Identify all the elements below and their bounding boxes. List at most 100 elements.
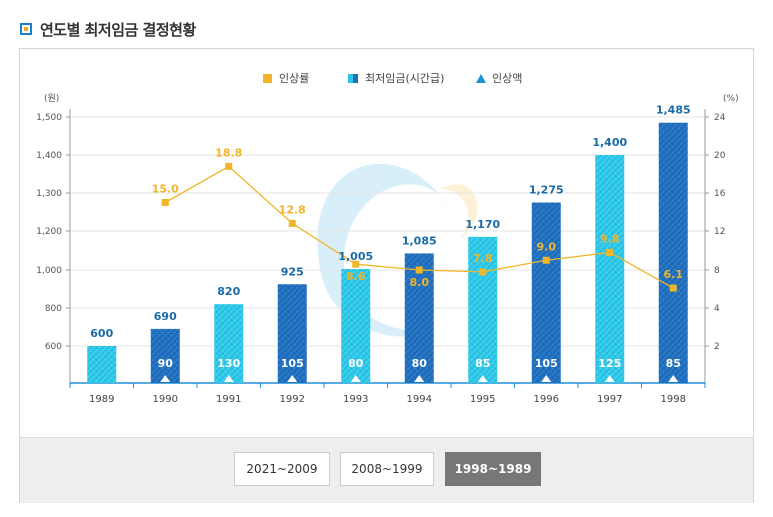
wage-value-label: 600 <box>90 327 113 340</box>
wage-bar <box>277 284 307 383</box>
right-tick-label: 16 <box>714 189 726 199</box>
rate-point <box>606 248 614 256</box>
right-tick-label: 2 <box>714 342 720 352</box>
rate-value-label: 6.1 <box>664 268 684 281</box>
x-tick-label: 1997 <box>597 394 622 405</box>
amount-value-label: 85 <box>666 357 681 370</box>
left-tick-label: 1,500 <box>36 113 62 123</box>
legend-wage-swatch-light <box>348 74 353 83</box>
right-tick-label: 12 <box>714 227 725 237</box>
rate-point <box>161 199 169 206</box>
wage-value-label: 1,400 <box>592 136 627 149</box>
legend-wage-swatch-dark <box>353 74 358 83</box>
wage-bar <box>341 269 371 383</box>
chart-legend: 인상률 최저임금(시간급) 인상액 <box>263 72 522 85</box>
amount-value-label: 80 <box>412 357 428 370</box>
amount-value-label: 125 <box>598 357 621 370</box>
rate-value-label: 9.8 <box>600 232 620 245</box>
amount-value-label: 80 <box>348 357 364 370</box>
x-tick-label: 1995 <box>470 394 495 405</box>
rate-point <box>669 284 677 292</box>
left-tick-label: 1,200 <box>36 227 62 237</box>
x-tick-label: 1993 <box>343 394 368 405</box>
left-tick-label: 1,000 <box>36 266 62 276</box>
amount-triangle-marker <box>287 375 298 382</box>
amount-value-label: 105 <box>535 357 558 370</box>
wage-value-label: 1,170 <box>465 218 500 231</box>
rate-point <box>225 162 233 170</box>
rate-point <box>352 260 360 268</box>
rate-line <box>161 162 677 292</box>
wage-value-label: 925 <box>281 265 304 278</box>
right-tick-label: 20 <box>714 151 726 161</box>
wage-bar <box>87 346 117 383</box>
legend-amount-label: 인상액 <box>492 72 522 85</box>
rate-value-label: 12.8 <box>279 203 306 216</box>
minimum-wage-chart: 인상률 최저임금(시간급) 인상액 (원) (%) 600 800 1,000 1,200 1,… <box>36 72 738 405</box>
x-tick-label: 1989 <box>89 394 114 405</box>
x-tick-label: 1994 <box>407 394 432 405</box>
period-button-2021-2009[interactable]: 2021~2009 <box>234 452 330 486</box>
right-axis-unit: (%) <box>723 94 739 104</box>
left-tick-label: 600 <box>45 342 62 352</box>
amount-value-label: 130 <box>217 357 240 370</box>
amount-triangle-marker <box>160 375 171 382</box>
amount-value-label: 105 <box>281 357 304 370</box>
wage-bar <box>404 253 434 383</box>
wage-bar <box>595 155 625 383</box>
amount-triangle-marker <box>350 375 361 382</box>
legend-wage-label: 최저임금(시간급) <box>365 72 444 85</box>
x-tick-label: 1991 <box>216 394 241 405</box>
rate-point <box>479 268 487 276</box>
page-header: 연도별 최저임금 결정현황 <box>20 18 196 40</box>
rate-value-label: 7.8 <box>473 252 493 265</box>
left-tick-label: 800 <box>45 304 62 314</box>
wage-value-label: 1,085 <box>402 234 437 247</box>
legend-rate-label: 인상률 <box>279 72 309 85</box>
legend-rate-swatch <box>263 74 272 83</box>
rate-point <box>288 219 296 227</box>
rate-value-label: 18.8 <box>215 146 242 159</box>
x-tick-label: 1996 <box>534 394 559 405</box>
rate-value-label: 9.0 <box>537 240 557 253</box>
chart-panel: 인상률 최저임금(시간급) 인상액 (원) (%) 600 800 1,000 1,200 1,… <box>19 48 754 503</box>
wage-value-label: 1,275 <box>529 184 564 197</box>
period-button-1998-1989[interactable]: 1998~1989 <box>445 452 541 486</box>
right-tick-label: 8 <box>714 266 720 276</box>
amount-value-label: 85 <box>475 357 490 370</box>
page-title: 연도별 최저임금 결정현황 <box>40 20 196 39</box>
rate-value-label: 8.6 <box>346 270 366 283</box>
period-button-2008-1999[interactable]: 2008~1999 <box>340 452 434 486</box>
data-labels: 600 690 90 820 130 925 105 1,005 80 1,085 80 1,170 8… <box>90 104 690 370</box>
x-tick-label: 1998 <box>661 394 686 405</box>
rate-value-label: 8.0 <box>410 276 430 289</box>
chart-axes: (원) (%)6008001,0001,2001,3001,4001,500248… <box>36 93 738 405</box>
wage-value-label: 1,005 <box>338 250 373 263</box>
amount-triangle-marker <box>414 375 425 382</box>
rate-point <box>542 256 550 264</box>
wage-bar <box>531 202 561 383</box>
legend-amount-triangle <box>476 74 486 83</box>
left-axis-unit: (원) <box>44 93 59 104</box>
amount-value-label: 90 <box>158 357 174 370</box>
x-tick-label: 1990 <box>153 394 178 405</box>
wage-bar <box>658 122 688 383</box>
amount-triangle-marker <box>541 375 552 382</box>
right-tick-label: 4 <box>714 304 720 314</box>
rate-value-label: 15.0 <box>152 183 179 196</box>
right-tick-label: 24 <box>714 113 726 123</box>
amount-triangle-marker <box>223 375 234 382</box>
wage-value-label: 690 <box>154 310 177 323</box>
title-square-icon <box>20 23 32 35</box>
wage-bar <box>150 328 180 383</box>
wage-bars <box>87 122 688 383</box>
wage-value-label: 1,485 <box>656 104 691 117</box>
left-tick-label: 1,400 <box>36 151 62 161</box>
wage-value-label: 820 <box>217 285 240 298</box>
period-selector: 2021~2009 2008~1999 1998~1989 <box>20 437 753 503</box>
amount-triangle-marker <box>604 375 615 382</box>
x-tick-label: 1992 <box>280 394 305 405</box>
left-tick-label: 1,300 <box>36 189 62 199</box>
amount-triangle-marker <box>668 375 679 382</box>
rate-point <box>415 266 423 274</box>
